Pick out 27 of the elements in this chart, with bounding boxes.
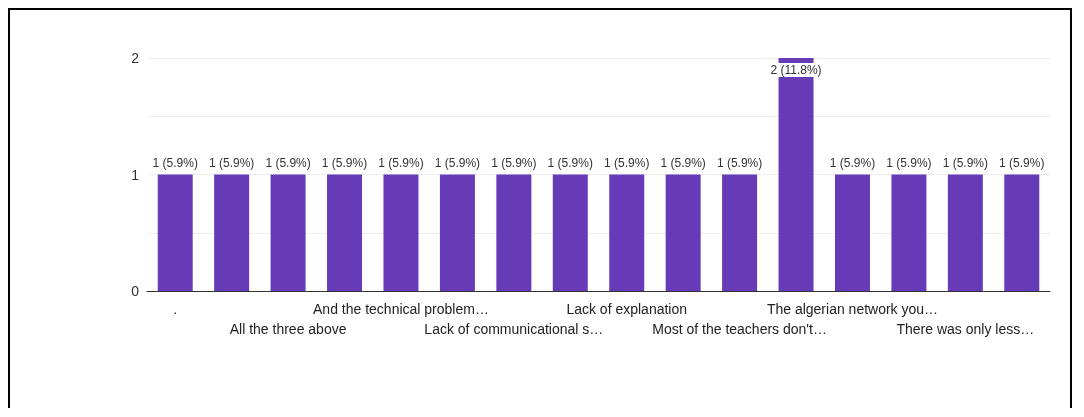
y-tick-label: 0 xyxy=(131,283,140,299)
data-label: 1 (5.9%) xyxy=(716,155,763,170)
data-label: 1 (5.9%) xyxy=(604,155,650,170)
data-label: 1 (5.9%) xyxy=(321,155,368,170)
x-tick-label: . xyxy=(173,301,178,317)
data-label: 1 (5.9%) xyxy=(660,155,706,170)
y-tick-label: 1 xyxy=(131,166,140,183)
x-tick-label: Lack of explanation xyxy=(566,301,688,317)
y-tick-label: 2 xyxy=(131,50,140,66)
data-label: 1 (5.9%) xyxy=(208,155,255,170)
data-label: 1 (5.9%) xyxy=(378,155,424,170)
data-label: 1 (5.9%) xyxy=(152,155,198,170)
data-label: 2 (11.8%) xyxy=(770,63,822,77)
data-label: 1 (5.9%) xyxy=(265,155,311,170)
x-tick-label: Most of the teachers don't… xyxy=(652,321,827,337)
x-tick-label: The algerian network you… xyxy=(766,301,939,317)
x-tick-label: There was only less… xyxy=(896,321,1035,337)
data-label: 1 (5.9%) xyxy=(434,155,481,170)
data-label: 1 (5.9%) xyxy=(886,155,932,170)
data-label: 1 (5.9%) xyxy=(491,155,537,170)
data-label: 1 (5.9%) xyxy=(942,155,989,170)
x-tick-label: Lack of communicational s… xyxy=(424,321,604,337)
data-label: 1 (5.9%) xyxy=(999,155,1045,170)
data-label: 1 (5.9%) xyxy=(547,155,593,170)
x-tick-label: And the technical problem… xyxy=(313,301,489,317)
data-label: 1 (5.9%) xyxy=(829,155,876,170)
x-tick-label: All the three above xyxy=(229,321,347,337)
